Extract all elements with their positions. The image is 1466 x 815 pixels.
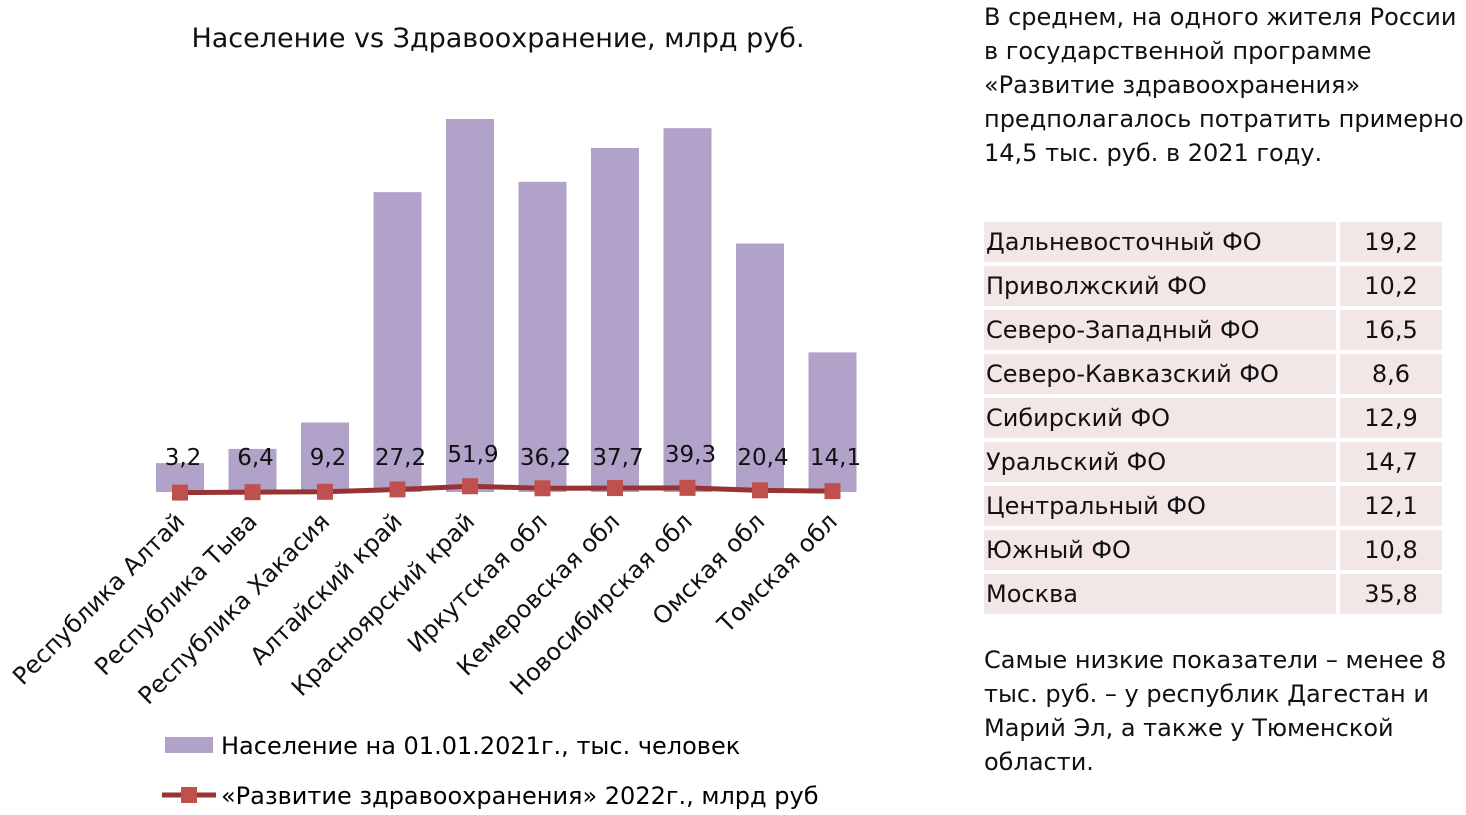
table-row: Южный ФО 10,8 — [984, 530, 1442, 570]
bar — [373, 192, 422, 492]
district-name: Сибирский ФО — [984, 398, 1336, 438]
district-value: 8,6 — [1336, 354, 1442, 394]
bar — [446, 119, 494, 492]
district-name: Дальневосточный ФО — [984, 222, 1336, 262]
district-name: Северо-Западный ФО — [984, 310, 1336, 350]
table-row: Дальневосточный ФО 19,2 — [984, 222, 1442, 262]
district-value: 16,5 — [1336, 310, 1442, 350]
outro-text: Самые низкие показатели – менее 8 тыс. р… — [984, 646, 1447, 776]
line-marker — [534, 480, 551, 497]
line-marker — [389, 481, 406, 498]
legend-line-label: «Развитие здравоохранения» 2022г., млрд … — [221, 782, 819, 810]
data-label: 6,4 — [237, 445, 274, 471]
table-row: Северо-Западный ФО 16,5 — [984, 310, 1442, 350]
data-label: 3,2 — [165, 445, 202, 471]
district-name: Северо-Кавказский ФО — [984, 354, 1336, 394]
line-series — [179, 483, 833, 496]
intro-text: В среднем, на одного жителя России в гос… — [984, 3, 1464, 167]
data-label: 27,2 — [375, 445, 426, 471]
line-marker — [244, 484, 261, 501]
district-name: Центральный ФО — [984, 486, 1336, 526]
chart: Население vs Здравоохранение, млрд руб. … — [7, 23, 861, 810]
district-value: 10,8 — [1336, 530, 1442, 570]
data-label: 37,7 — [592, 445, 643, 471]
district-table: Дальневосточный ФО 19,2 Приволжский ФО 10,2… — [984, 218, 1442, 618]
legend-line-marker — [181, 787, 197, 803]
line-marker — [462, 478, 478, 495]
district-name: Москва — [984, 574, 1336, 614]
district-value: 10,2 — [1336, 266, 1442, 306]
legend-bar-label: Население на 01.01.2021г., тыс. человек — [221, 732, 740, 760]
district-name: Южный ФО — [984, 530, 1336, 570]
data-label: 14,1 — [810, 445, 861, 471]
legend-bar-swatch — [165, 737, 213, 753]
data-label: 20,4 — [737, 445, 788, 471]
district-value: 14,7 — [1336, 442, 1442, 482]
district-value: 19,2 — [1336, 222, 1442, 262]
bar — [591, 147, 639, 492]
district-name: Уральский ФО — [984, 442, 1336, 482]
line-marker — [172, 484, 188, 501]
district-value: 12,1 — [1336, 486, 1442, 526]
data-label: 36,2 — [520, 445, 571, 471]
district-name: Приволжский ФО — [984, 266, 1336, 306]
table-row: Сибирский ФО 12,9 — [984, 398, 1442, 438]
district-value: 12,9 — [1336, 398, 1442, 438]
data-label: 39,3 — [665, 442, 716, 468]
chart-title: Население vs Здравоохранение, млрд руб. — [191, 23, 804, 54]
table-row: Приволжский ФО 10,2 — [984, 266, 1442, 306]
data-label: 51,9 — [447, 442, 498, 468]
line-marker — [679, 479, 696, 496]
bar — [736, 243, 784, 492]
bar — [808, 352, 857, 492]
table-row: Москва 35,8 — [984, 574, 1442, 614]
table-row: Северо-Кавказский ФО 8,6 — [984, 354, 1442, 394]
line-marker — [824, 483, 841, 500]
table-row: Центральный ФО 12,1 — [984, 486, 1442, 526]
bar — [663, 128, 712, 492]
bar — [301, 422, 349, 492]
bar — [518, 181, 567, 492]
table-row: Уральский ФО 14,7 — [984, 442, 1442, 482]
line-marker — [752, 482, 768, 499]
line-marker — [317, 483, 333, 500]
district-value: 35,8 — [1336, 574, 1442, 614]
line-marker — [607, 480, 623, 497]
data-label: 9,2 — [310, 445, 347, 471]
